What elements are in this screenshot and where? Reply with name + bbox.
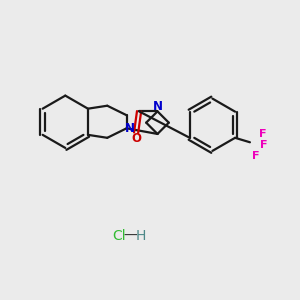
Text: N: N [152, 100, 163, 112]
Text: N: N [125, 122, 135, 135]
Text: F: F [251, 151, 259, 160]
Text: Cl: Cl [112, 229, 126, 243]
Text: O: O [131, 132, 141, 145]
Text: F: F [259, 129, 266, 139]
Text: H: H [136, 229, 146, 243]
Text: F: F [260, 140, 268, 150]
Text: —: — [124, 229, 138, 243]
